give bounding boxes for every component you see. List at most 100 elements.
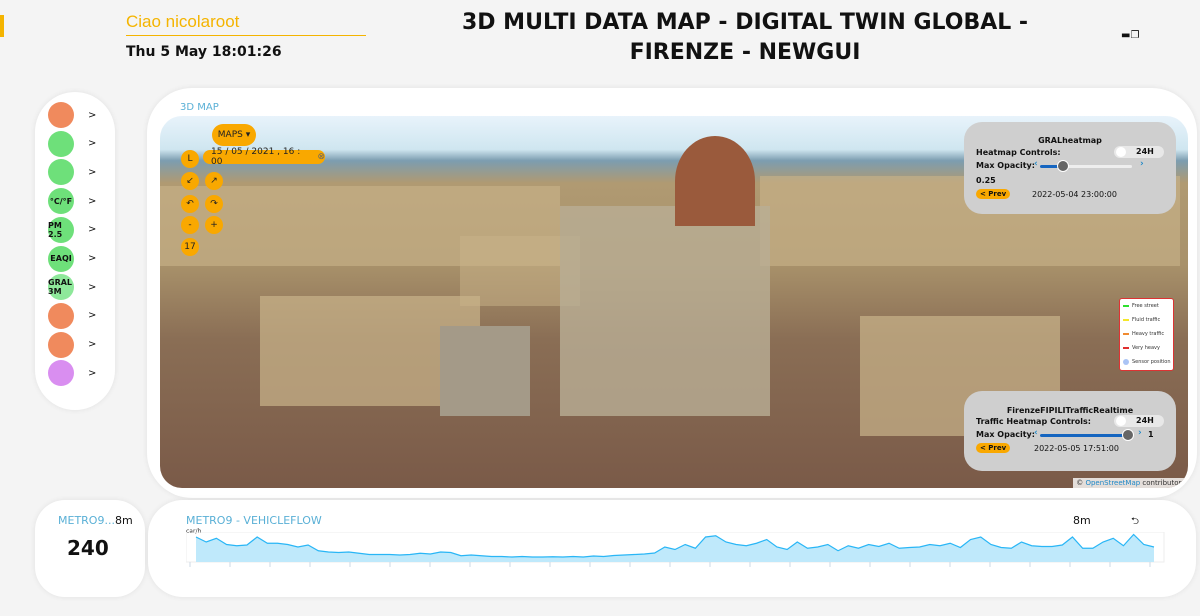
restore-icon[interactable]: ❐ — [1130, 30, 1140, 41]
chevron-right-icon: > — [88, 339, 97, 351]
traffic-prev-button[interactable]: < Prev — [976, 443, 1011, 453]
sidebar-item-gral-grid[interactable]: GRAL 3M > — [48, 274, 118, 301]
gral-opacity-label: Max Opacity: — [976, 161, 1035, 170]
chevron-left-icon[interactable]: ‹ — [1034, 159, 1038, 169]
metric-card[interactable]: METRO9...8m 240 — [35, 500, 145, 597]
legend-item: Free street — [1120, 299, 1173, 313]
back-arrow-icon[interactable]: ⮌ — [1131, 516, 1140, 527]
zoom-in-button[interactable]: + — [205, 216, 223, 234]
sidebar-item-weather-station[interactable]: > — [48, 130, 118, 157]
chevron-right-icon: > — [88, 109, 97, 121]
map-label: 3D MAP — [180, 102, 219, 113]
traffic-opacity-label: Max Opacity: — [976, 430, 1035, 439]
metric-range: 8m — [114, 514, 133, 527]
bike-icon — [48, 360, 74, 387]
legend-label: Heavy traffic — [1132, 331, 1165, 337]
chevron-left-icon[interactable]: ‹ — [1034, 428, 1038, 438]
series-line — [195, 533, 1155, 558]
maps-dropdown[interactable]: MAPS ▾ — [212, 124, 256, 146]
traffic-title: FirenzeFIPILITrafficRealtime — [1006, 406, 1134, 415]
legend-item: Heavy traffic — [1120, 327, 1173, 341]
legend-swatch — [1123, 319, 1129, 321]
traffic-timestamp: 2022-05-05 17:51:00 — [1034, 444, 1119, 453]
metric-name: METRO9... — [58, 514, 115, 527]
greeting: Ciao nicolaroot — [126, 12, 366, 36]
date-picker[interactable]: 15 / 05 / 2021 , 16 : 00 ⊗ — [203, 147, 325, 167]
traffic-controls-label: Traffic Heatmap Controls: — [976, 417, 1091, 426]
traffic-heatmap-controls: FirenzeFIPILITrafficRealtime Traffic Hea… — [964, 391, 1176, 471]
gral-grid-icon: GRAL 3M — [48, 274, 74, 301]
clear-icon[interactable]: ⊗ — [317, 152, 325, 162]
metric-value: 240 — [67, 536, 109, 560]
chevron-right-icon: > — [88, 138, 97, 150]
legend-label: Very heavy — [1132, 345, 1160, 351]
legend-swatch — [1123, 347, 1129, 349]
zoom-out-button[interactable]: - — [181, 216, 199, 234]
road-traffic-icon — [48, 302, 74, 329]
chart-title: METRO9 - VEHICLEFLOW — [186, 514, 322, 527]
sidebar-item-pm25-grid[interactable]: PM 2.5 > — [48, 216, 118, 243]
gral-controls-label: Heatmap Controls: — [976, 148, 1061, 157]
toggle-label: 24H — [1136, 416, 1154, 425]
legend-swatch — [1123, 333, 1129, 335]
chart-range[interactable]: 8m — [1073, 514, 1091, 527]
weather-station-icon — [48, 130, 74, 157]
attribution: © OpenStreetMap contributors — [1073, 478, 1188, 488]
rotate-left-button[interactable]: ↶ — [181, 195, 199, 213]
tilt-up-button[interactable]: ↗ — [205, 172, 223, 190]
attr-suffix: contributors — [1140, 479, 1185, 487]
gral-timestamp: 2022-05-04 23:00:00 — [1032, 190, 1117, 199]
attr-prefix: © — [1076, 479, 1086, 487]
datetime: Thu 5 May 18:01:26 — [126, 44, 282, 60]
gral-opacity-value: 0.25 — [976, 176, 996, 185]
traffic-legend: Free street Fluid traffic Heavy traffic Ver… — [1119, 298, 1174, 371]
chevron-right-icon: > — [88, 367, 97, 379]
sidebar-item-bike[interactable]: > — [48, 360, 118, 387]
sidebar: > > > °C/°F > PM 2.5 > EAQI > GRAL 3M > > > > — [35, 92, 115, 410]
chevron-right-icon: > — [88, 195, 97, 207]
chevron-right-icon: > — [88, 224, 97, 236]
gral-prev-button[interactable]: < Prev — [976, 189, 1011, 199]
traffic-24h-toggle[interactable]: 24H — [1114, 415, 1164, 427]
series-area — [196, 534, 1154, 562]
chevron-right-icon[interactable]: › — [1140, 159, 1144, 169]
gral-24h-toggle[interactable]: 24H — [1114, 146, 1164, 158]
window-controls[interactable]: ▬❐ — [1121, 30, 1139, 41]
traffic-opacity-value: 1 — [1148, 430, 1154, 439]
temperature-grid-icon: °C/°F — [48, 188, 74, 215]
metric-title: METRO9...8m — [58, 514, 133, 527]
chevron-right-icon[interactable]: › — [1138, 428, 1142, 438]
tilt-down-button[interactable]: ↙ — [181, 172, 199, 190]
legend-item: Sensor position — [1120, 355, 1173, 369]
3d-map-view[interactable]: MAPS ▾ 15 / 05 / 2021 , 16 : 00 ⊗ L ↙ ↗ ↶… — [160, 116, 1188, 488]
chevron-right-icon: > — [88, 166, 97, 178]
sidebar-item-eaqi-grid[interactable]: EAQI > — [48, 245, 118, 272]
chevron-right-icon: > — [88, 310, 97, 322]
legend-swatch — [1123, 359, 1129, 365]
edge-marker — [0, 15, 4, 37]
sidebar-item-temperature-grid[interactable]: °C/°F > — [48, 188, 118, 215]
sidebar-item-traffic-sensor[interactable]: > — [48, 102, 118, 128]
traffic-opacity-slider[interactable] — [1040, 429, 1134, 441]
legend-label: Free street — [1132, 303, 1159, 309]
chevron-right-icon: > — [88, 281, 97, 293]
road-icon — [48, 331, 74, 358]
layer-button[interactable]: L — [181, 150, 199, 168]
traffic-sensor-icon — [48, 102, 74, 128]
wind-anemometer-icon — [48, 159, 74, 186]
legend-item: Fluid traffic — [1120, 313, 1173, 327]
gral-title: GRALheatmap — [1038, 136, 1102, 145]
vehicleflow-sparkline — [186, 532, 1165, 567]
sidebar-item-road-traffic[interactable]: > — [48, 302, 118, 329]
chevron-right-icon: > — [88, 253, 97, 264]
sidebar-item-wind-anemometer[interactable]: > — [48, 159, 118, 186]
zoom-level: 17 — [181, 238, 199, 256]
legend-label: Sensor position — [1132, 359, 1171, 365]
osm-link[interactable]: OpenStreetMap — [1085, 479, 1141, 487]
sidebar-item-road[interactable]: > — [48, 331, 118, 358]
rotate-right-button[interactable]: ↷ — [205, 195, 223, 213]
gral-opacity-slider[interactable] — [1040, 160, 1132, 172]
gral-heatmap-controls: GRALheatmap Heatmap Controls: 24H Max Op… — [964, 122, 1176, 214]
legend-item: Very heavy — [1120, 341, 1173, 355]
window-icon[interactable]: ▬ — [1121, 30, 1131, 41]
